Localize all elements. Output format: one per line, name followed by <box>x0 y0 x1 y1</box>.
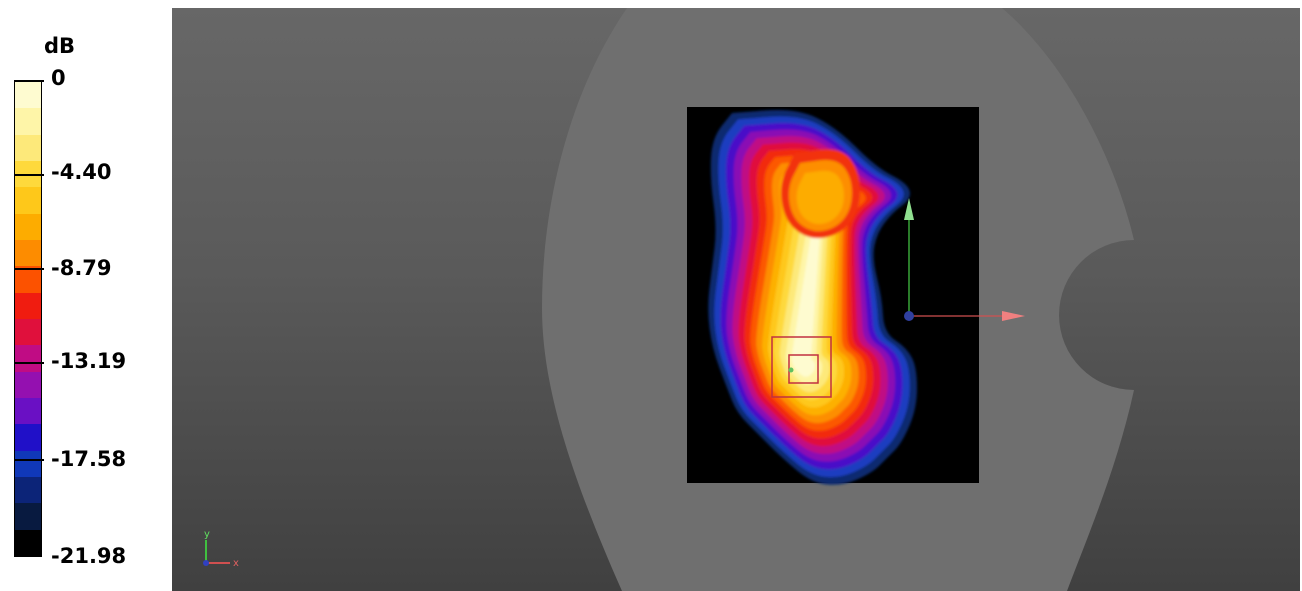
colorbar-band <box>15 187 41 216</box>
colorbar <box>14 81 42 558</box>
colorbar-band <box>15 503 41 532</box>
colorbar-band <box>15 319 41 347</box>
x-axis-arrow <box>1002 311 1025 321</box>
orientation-triad: y x <box>203 529 239 569</box>
tick-label-0: 0 <box>51 66 66 90</box>
colorbar-band <box>15 529 41 558</box>
axis-origin <box>904 311 914 321</box>
legend-unit: dB <box>44 34 76 58</box>
tick-line <box>14 80 44 82</box>
y-axis-arrow <box>904 198 914 220</box>
colorbar-band <box>15 397 41 426</box>
peak-marker <box>788 367 794 373</box>
triad-x-label: x <box>233 558 239 569</box>
colorbar-band <box>15 266 41 295</box>
tick-label-2: -8.79 <box>51 256 112 280</box>
colorbar-band <box>15 213 41 242</box>
colorbar-band <box>15 345 41 374</box>
tick-line <box>14 362 44 364</box>
zoom-scan-outer-box <box>771 336 832 398</box>
upper-hotspot-contour <box>796 170 844 225</box>
colorbar-band <box>15 108 41 137</box>
sar-distribution <box>708 110 917 485</box>
colorbar-band <box>15 477 41 505</box>
scene-svg[interactable]: y x <box>172 8 1300 591</box>
colorbar-band <box>15 371 41 400</box>
colorbar-band <box>15 82 41 110</box>
3d-viewport[interactable]: y x <box>172 8 1300 591</box>
colorbar-band <box>15 424 41 453</box>
tick-label-5: -21.98 <box>51 544 127 568</box>
colorbar-band <box>15 239 41 268</box>
triad-y-label: y <box>204 529 210 540</box>
tick-line <box>14 174 44 176</box>
tick-label-4: -17.58 <box>51 447 127 471</box>
colorbar-band <box>15 292 41 321</box>
colorbar-band <box>15 134 41 163</box>
tick-label-1: -4.40 <box>51 160 112 184</box>
tick-line <box>14 268 44 270</box>
colorbar-legend: dB 0 -4.40 -8.79 -13.19 -17.58 -21.98 <box>0 0 172 591</box>
field-contour <box>791 199 824 377</box>
colorbar-band <box>15 450 41 479</box>
tick-label-3: -13.19 <box>51 349 127 373</box>
tick-line <box>14 459 44 461</box>
